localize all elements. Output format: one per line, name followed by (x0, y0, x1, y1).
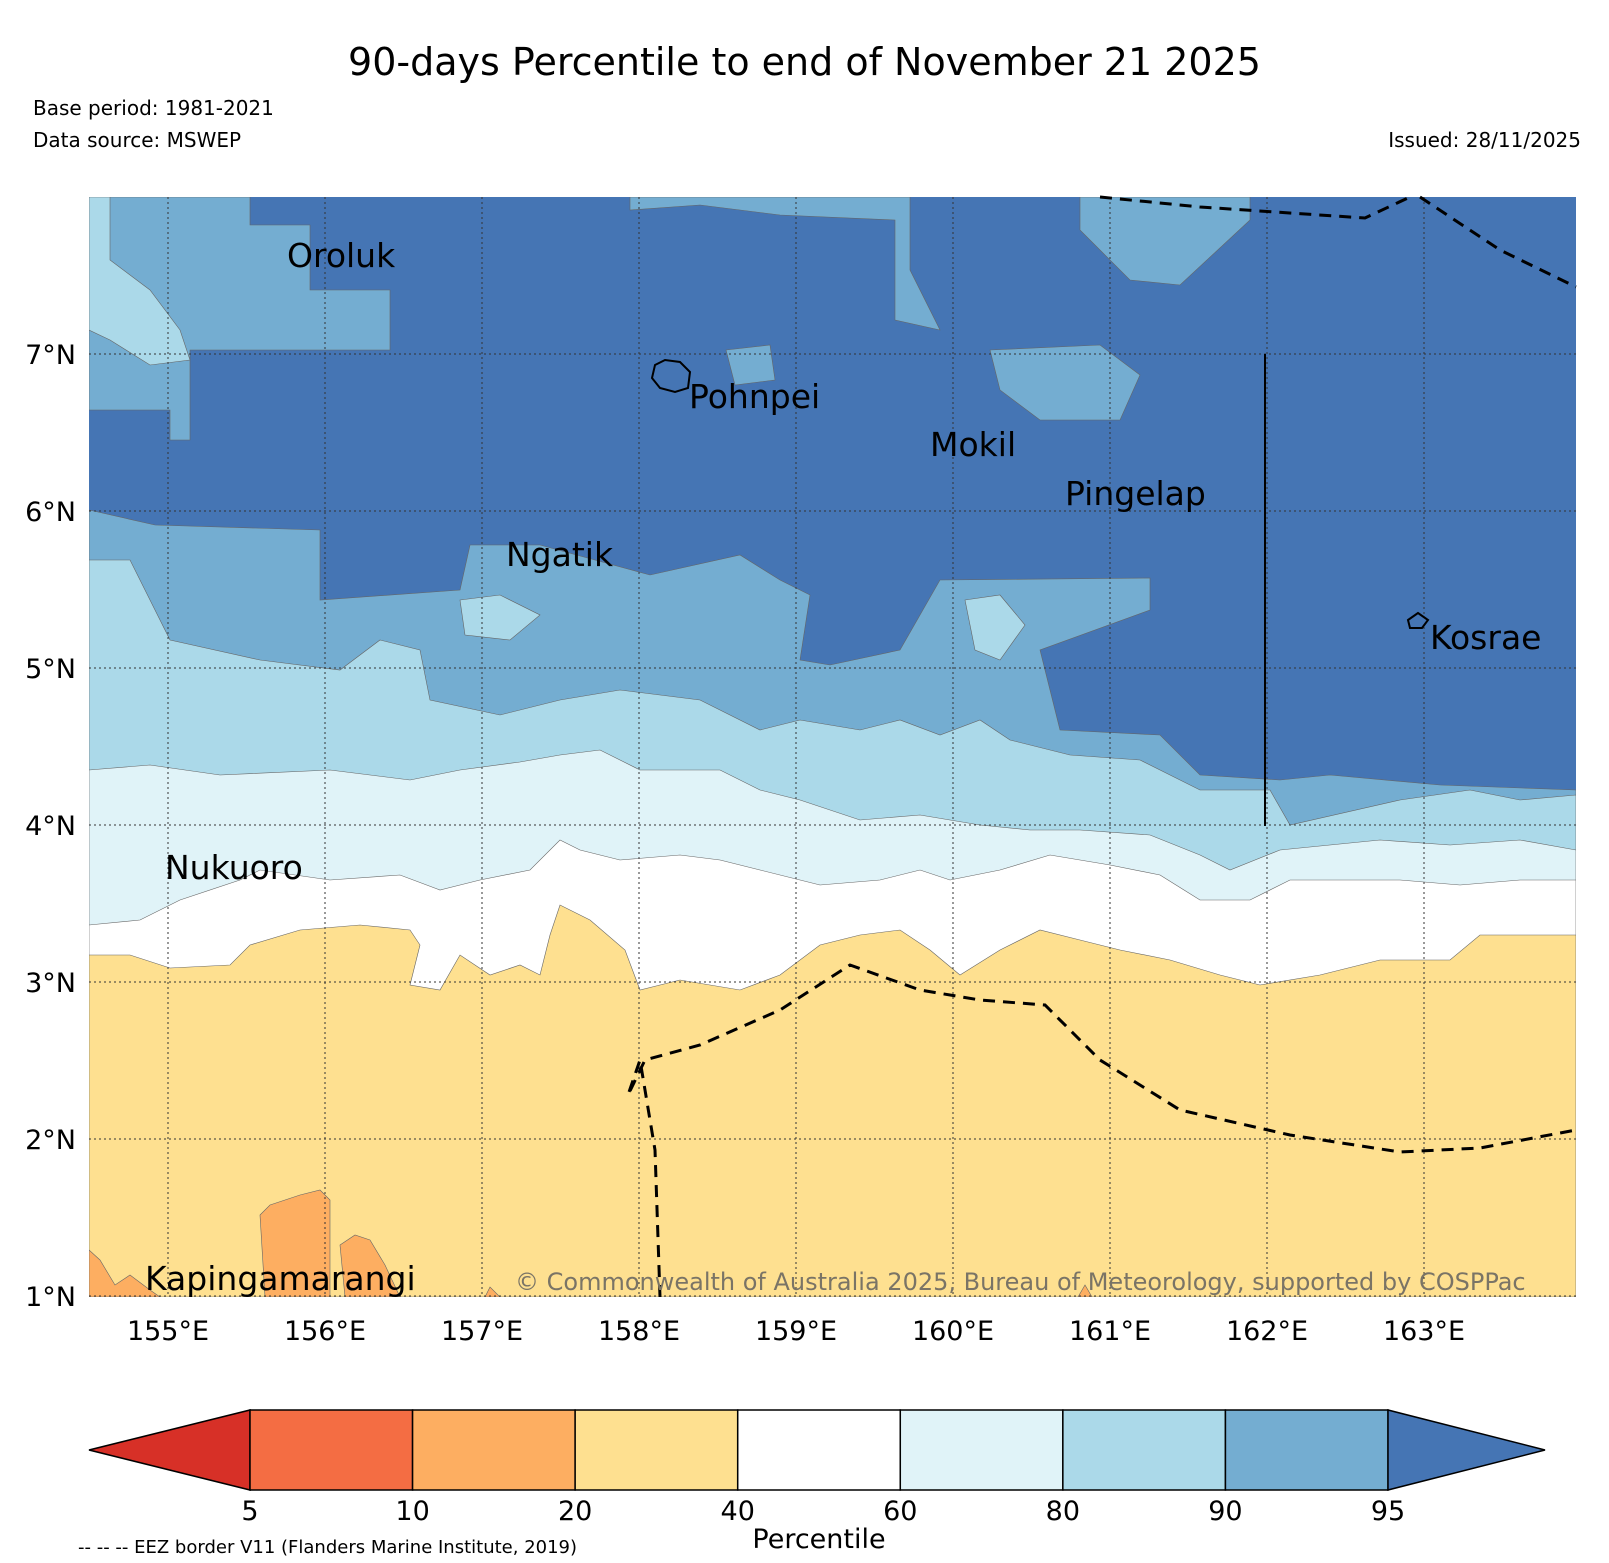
lon-tick: 163°E (1383, 1316, 1465, 1347)
pohnpei-island (650, 358, 692, 394)
colorbar-tick: 80 (1046, 1496, 1080, 1527)
place-kosrae: Kosrae (1430, 618, 1541, 657)
lat-tick: 7°N (25, 340, 76, 371)
colorbar-tick: 60 (883, 1496, 917, 1527)
region-90-95-top-right (1079, 197, 1251, 286)
place-kapingamarangi: Kapingamarangi (145, 1259, 416, 1298)
colorbar-segment (574, 1409, 739, 1491)
copyright-notice: © Commonwealth of Australia 2025, Bureau… (515, 1268, 1526, 1296)
colorbar-label: Percentile (752, 1524, 885, 1555)
eez-border (626, 195, 1577, 1298)
graticule (89, 197, 1576, 1297)
region-10-20-b (339, 1234, 401, 1297)
lat-tick: 4°N (25, 811, 76, 842)
colorbar-extend-low (88, 1409, 251, 1491)
region-10-20-a (259, 1189, 331, 1297)
colorbar-segment (1224, 1409, 1389, 1491)
eez-border-northeast (1419, 195, 1577, 289)
colorbar-tick: 5 (241, 1496, 258, 1527)
colorbar-segment (249, 1409, 414, 1491)
region-10-20-d (484, 1286, 501, 1297)
lat-tick: 2°N (25, 1125, 76, 1156)
lon-tick: 160°E (912, 1316, 994, 1347)
issued-date: Issued: 28/11/2025 (1388, 128, 1581, 152)
colorbar-tick: 10 (395, 1496, 429, 1527)
region-10-20-c (89, 1249, 161, 1297)
region-80-90-patch (459, 594, 541, 641)
base-period: Base period: 1981-2021 (33, 96, 274, 120)
colorbar-extend-high (1387, 1409, 1546, 1491)
lon-tick: 155°E (127, 1316, 209, 1347)
place-mokil: Mokil (930, 425, 1016, 464)
lon-tick: 161°E (1069, 1316, 1151, 1347)
lat-tick: 5°N (25, 654, 76, 685)
lat-tick: 6°N (25, 497, 76, 528)
colorbar-tick: 40 (721, 1496, 755, 1527)
region-10-20-e (1077, 1284, 1093, 1297)
eez-border-north (1099, 195, 1411, 220)
percentile-field (89, 197, 1576, 1297)
place-oroluk: Oroluk (287, 236, 396, 275)
colorbar-tick: 95 (1371, 1496, 1405, 1527)
region-20-40 (89, 904, 1576, 1297)
colorbar-segment (411, 1409, 576, 1491)
data-source: Data source: MSWEP (33, 128, 242, 152)
colorbar-tick: 90 (1208, 1496, 1242, 1527)
region-90-95-west (89, 197, 391, 441)
lon-axis: 155°E 156°E 157°E 158°E 159°E 160°E 161°… (127, 1316, 1465, 1347)
eez-border-south (626, 963, 1577, 1298)
region-90-95-east-small (725, 344, 776, 386)
region-80-90-west (89, 197, 191, 366)
eez-legend-note: -- -- -- EEZ border V11 (Flanders Marine… (78, 1537, 577, 1558)
colorbar-segment (1062, 1409, 1227, 1491)
place-pohnpei: Pohnpei (689, 377, 820, 416)
colorbar-segment (736, 1409, 902, 1491)
region-90-95-top-middle (629, 197, 941, 331)
lat-axis: 7°N 6°N 5°N 4°N 3°N 2°N 1°N (25, 340, 76, 1313)
lon-tick: 156°E (284, 1316, 366, 1347)
lon-tick: 159°E (755, 1316, 837, 1347)
place-pingelap: Pingelap (1065, 474, 1206, 513)
colorbar-segment (899, 1409, 1064, 1491)
lon-tick: 158°E (598, 1316, 680, 1347)
lon-tick: 157°E (441, 1316, 523, 1347)
place-ngatik: Ngatik (506, 535, 614, 574)
kosrae-island (1406, 611, 1430, 629)
map-title: 90-days Percentile to end of November 21… (348, 40, 1261, 84)
lon-tick: 162°E (1226, 1316, 1308, 1347)
place-nukuoro: Nukuoro (165, 848, 303, 887)
colorbar: 5 10 20 40 60 80 90 95 (88, 1409, 1546, 1527)
region-80-90-island (964, 594, 1026, 661)
lat-tick: 3°N (25, 968, 76, 999)
lat-tick: 1°N (25, 1282, 76, 1313)
colorbar-tick: 20 (558, 1496, 592, 1527)
region-90-95-mid-right (989, 344, 1141, 421)
